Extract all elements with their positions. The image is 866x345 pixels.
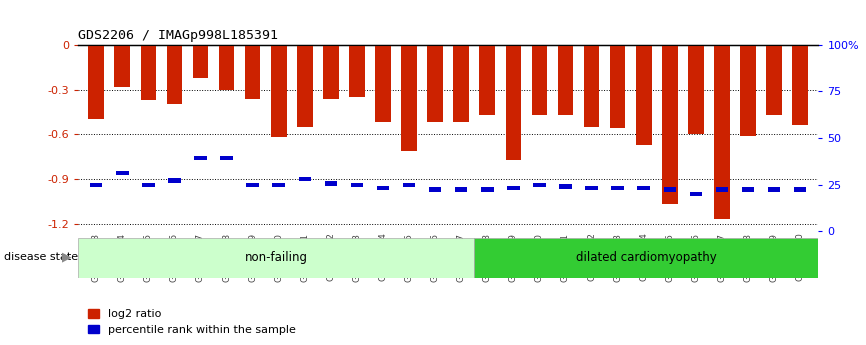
Bar	[271, 45, 287, 137]
Bar	[585, 186, 598, 190]
Bar	[610, 45, 625, 128]
Bar	[401, 45, 417, 151]
Text: GDS2206 / IMAGp998L185391: GDS2206 / IMAGp998L185391	[78, 29, 278, 42]
Text: non-failing: non-failing	[244, 252, 307, 264]
Bar	[741, 187, 754, 191]
Bar	[219, 45, 235, 90]
Bar	[662, 45, 677, 204]
Bar	[480, 45, 495, 115]
Bar	[636, 45, 651, 145]
Bar	[768, 187, 780, 191]
Bar	[532, 45, 547, 115]
Bar	[88, 45, 104, 119]
Bar	[454, 45, 469, 122]
Legend: log2 ratio, percentile rank within the sample: log2 ratio, percentile rank within the s…	[83, 305, 301, 339]
Bar	[114, 45, 130, 87]
Bar	[403, 183, 416, 187]
Bar	[427, 45, 443, 122]
Bar	[506, 45, 521, 160]
Bar	[377, 186, 389, 190]
Bar	[78, 238, 475, 278]
Bar	[140, 45, 156, 100]
Bar	[166, 45, 182, 105]
Bar	[455, 187, 468, 191]
Bar	[715, 187, 728, 191]
Bar	[351, 183, 363, 187]
Text: ▶: ▶	[62, 250, 72, 264]
Text: disease state: disease state	[4, 252, 79, 262]
Bar	[220, 156, 233, 160]
Bar	[689, 192, 702, 196]
Bar	[90, 183, 102, 187]
Bar	[475, 238, 818, 278]
Bar	[273, 183, 285, 187]
Bar	[297, 45, 313, 127]
Bar	[637, 186, 650, 190]
Bar	[325, 181, 337, 186]
Bar	[507, 186, 520, 190]
Bar	[245, 45, 261, 99]
Bar	[194, 156, 207, 160]
Bar	[299, 177, 311, 181]
Bar	[323, 45, 339, 99]
Bar	[663, 187, 676, 191]
Bar	[714, 45, 730, 219]
Bar	[792, 45, 808, 125]
Bar	[349, 45, 365, 97]
Bar	[375, 45, 391, 122]
Bar	[794, 187, 806, 191]
Bar	[429, 187, 442, 191]
Bar	[533, 183, 546, 187]
Bar	[740, 45, 756, 136]
Bar	[766, 45, 782, 115]
Bar	[611, 186, 624, 190]
Bar	[168, 178, 181, 183]
Bar	[246, 183, 259, 187]
Bar	[558, 45, 573, 115]
Bar	[559, 184, 572, 188]
Bar	[192, 45, 209, 78]
Bar	[584, 45, 599, 127]
Text: dilated cardiomyopathy: dilated cardiomyopathy	[576, 252, 717, 264]
Bar	[142, 183, 155, 187]
Bar	[688, 45, 704, 134]
Bar	[481, 187, 494, 191]
Bar	[116, 171, 128, 175]
